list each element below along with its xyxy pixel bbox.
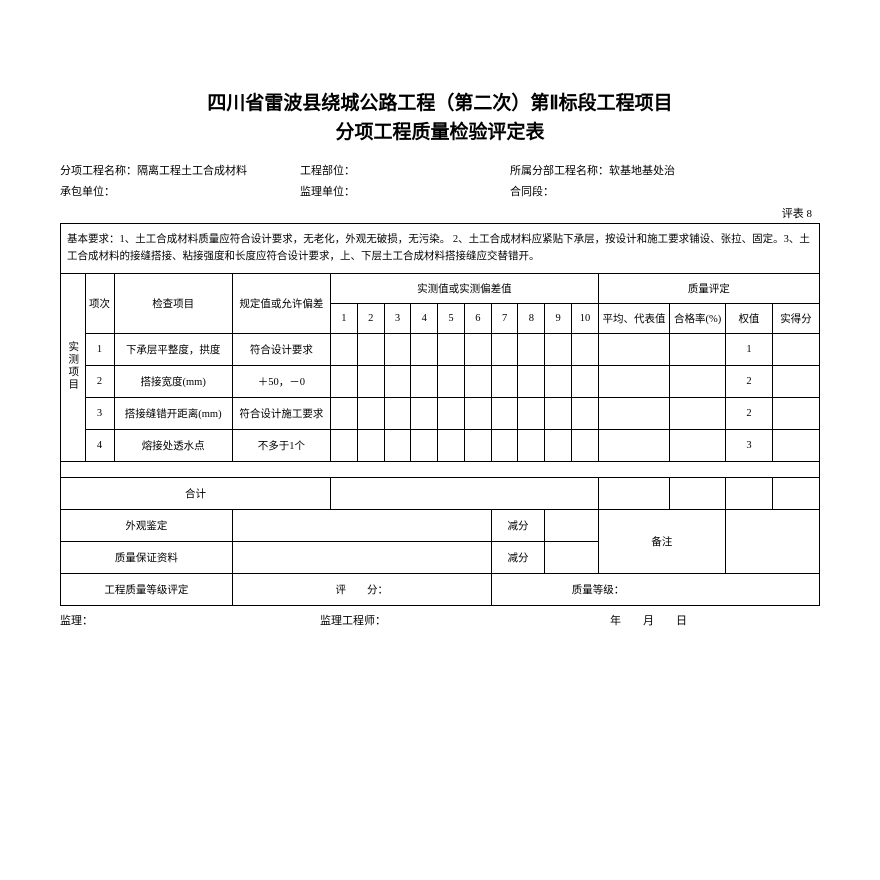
table-row: 2 搭接宽度(mm) ＋50，－0 2 — [61, 366, 820, 398]
grade-row: 工程质量等级评定 评 分： 质量等级： — [61, 574, 820, 606]
meta-label: 承包单位： — [60, 186, 115, 198]
meta-item: 监理单位： — [300, 182, 510, 203]
table-tag: 评表 8 — [60, 205, 820, 221]
col-header: 8 — [518, 304, 545, 334]
qadoc-label: 质量保证资料 — [61, 542, 233, 574]
meta-item: 合同段： — [510, 182, 820, 203]
requirements-row: 基本要求：1、土工合成材料质量应符合设计要求，无老化，外观无破损，无污染。 2、… — [61, 223, 820, 274]
cell-spec: ＋50，－0 — [232, 366, 330, 398]
cell-spec: 不多于1个 — [232, 430, 330, 462]
meta-value: 软基地基处治 — [609, 165, 675, 177]
table-row: 1 下承层平整度，拱度 符合设计要求 1 — [61, 334, 820, 366]
cell-weight: 2 — [726, 366, 773, 398]
cell-no: 2 — [85, 366, 114, 398]
inspection-table: 基本要求：1、土工合成材料质量应符合设计要求，无老化，外观无破损，无污染。 2、… — [60, 223, 820, 607]
meta-item: 承包单位： — [60, 182, 300, 203]
table-row: 3 搭接缝错开距离(mm) 符合设计施工要求 2 — [61, 398, 820, 430]
deduct-label: 减分 — [491, 510, 545, 542]
meta-item: 分项工程名称：隔离工程土工合成材料 — [60, 161, 300, 182]
title-line-1: 四川省雷波县绕城公路工程（第二次）第Ⅱ标段工程项目 — [60, 90, 820, 119]
col-header: 检查项目 — [114, 274, 232, 334]
meta-label: 监理单位： — [300, 186, 355, 198]
meta-item: 所属分部工程名称：软基地基处治 — [510, 161, 820, 182]
cell-weight: 3 — [726, 430, 773, 462]
spacer-row — [61, 462, 820, 478]
header-row-1: 实测项目 项次 检查项目 规定值或允许偏差 实测值或实测偏差值 质量评定 — [61, 274, 820, 304]
meta-label: 所属分部工程名称： — [510, 165, 609, 177]
col-header: 3 — [384, 304, 411, 334]
col-header: 平均、代表值 — [598, 304, 669, 334]
meta-item: 工程部位： — [300, 161, 510, 182]
grade-label: 工程质量等级评定 — [61, 574, 233, 606]
footer: 监理： 监理工程师： 年 月 日 — [60, 612, 820, 628]
cell-no: 1 — [85, 334, 114, 366]
col-header: 6 — [464, 304, 491, 334]
total-label: 合计 — [61, 478, 331, 510]
cell-no: 4 — [85, 430, 114, 462]
table-row: 4 熔接处透水点 不多于1个 3 — [61, 430, 820, 462]
cell-item: 下承层平整度，拱度 — [114, 334, 232, 366]
cell-no: 3 — [85, 398, 114, 430]
page: 四川省雷波县绕城公路工程（第二次）第Ⅱ标段工程项目 分项工程质量检验评定表 分项… — [0, 0, 880, 668]
cell-weight: 2 — [726, 398, 773, 430]
page-title: 四川省雷波县绕城公路工程（第二次）第Ⅱ标段工程项目 分项工程质量检验评定表 — [60, 90, 820, 147]
grade-result: 质量等级： — [491, 574, 819, 606]
col-header: 合格率(%) — [670, 304, 726, 334]
col-header: 10 — [572, 304, 599, 334]
col-header: 实得分 — [772, 304, 819, 334]
footer-engineer: 监理工程师： — [320, 612, 580, 628]
meta-label: 合同段： — [510, 186, 554, 198]
cell-spec: 符合设计要求 — [232, 334, 330, 366]
cell-item: 熔接处透水点 — [114, 430, 232, 462]
appearance-row: 外观鉴定 减分 备注 — [61, 510, 820, 542]
col-header: 5 — [438, 304, 465, 334]
total-row: 合计 — [61, 478, 820, 510]
title-line-2: 分项工程质量检验评定表 — [60, 119, 820, 148]
col-header: 7 — [491, 304, 518, 334]
col-header: 2 — [357, 304, 384, 334]
remark-label: 备注 — [598, 510, 725, 574]
meta-block: 分项工程名称：隔离工程土工合成材料 工程部位： 所属分部工程名称：软基地基处治 … — [60, 161, 820, 203]
cell-item: 搭接缝错开距离(mm) — [114, 398, 232, 430]
meta-label: 分项工程名称： — [60, 165, 137, 177]
cell-spec: 符合设计施工要求 — [232, 398, 330, 430]
meta-value: 隔离工程土工合成材料 — [137, 165, 247, 177]
col-group-header: 质量评定 — [598, 274, 819, 304]
col-header: 权值 — [726, 304, 773, 334]
cell-item: 搭接宽度(mm) — [114, 366, 232, 398]
footer-supervisor: 监理： — [60, 612, 320, 628]
deduct-label: 减分 — [491, 542, 545, 574]
col-group-header: 实测值或实测偏差值 — [331, 274, 599, 304]
col-header: 9 — [545, 304, 572, 334]
eval-label: 评 分： — [232, 574, 491, 606]
col-header: 项次 — [85, 274, 114, 334]
appearance-label: 外观鉴定 — [61, 510, 233, 542]
cell-weight: 1 — [726, 334, 773, 366]
meta-label: 工程部位： — [300, 165, 355, 177]
side-header: 实测项目 — [65, 341, 80, 391]
col-header: 规定值或允许偏差 — [232, 274, 330, 334]
requirements-cell: 基本要求：1、土工合成材料质量应符合设计要求，无老化，外观无破损，无污染。 2、… — [61, 223, 820, 274]
col-header: 4 — [411, 304, 438, 334]
col-header: 1 — [331, 304, 358, 334]
footer-date: 年 月 日 — [580, 612, 820, 628]
